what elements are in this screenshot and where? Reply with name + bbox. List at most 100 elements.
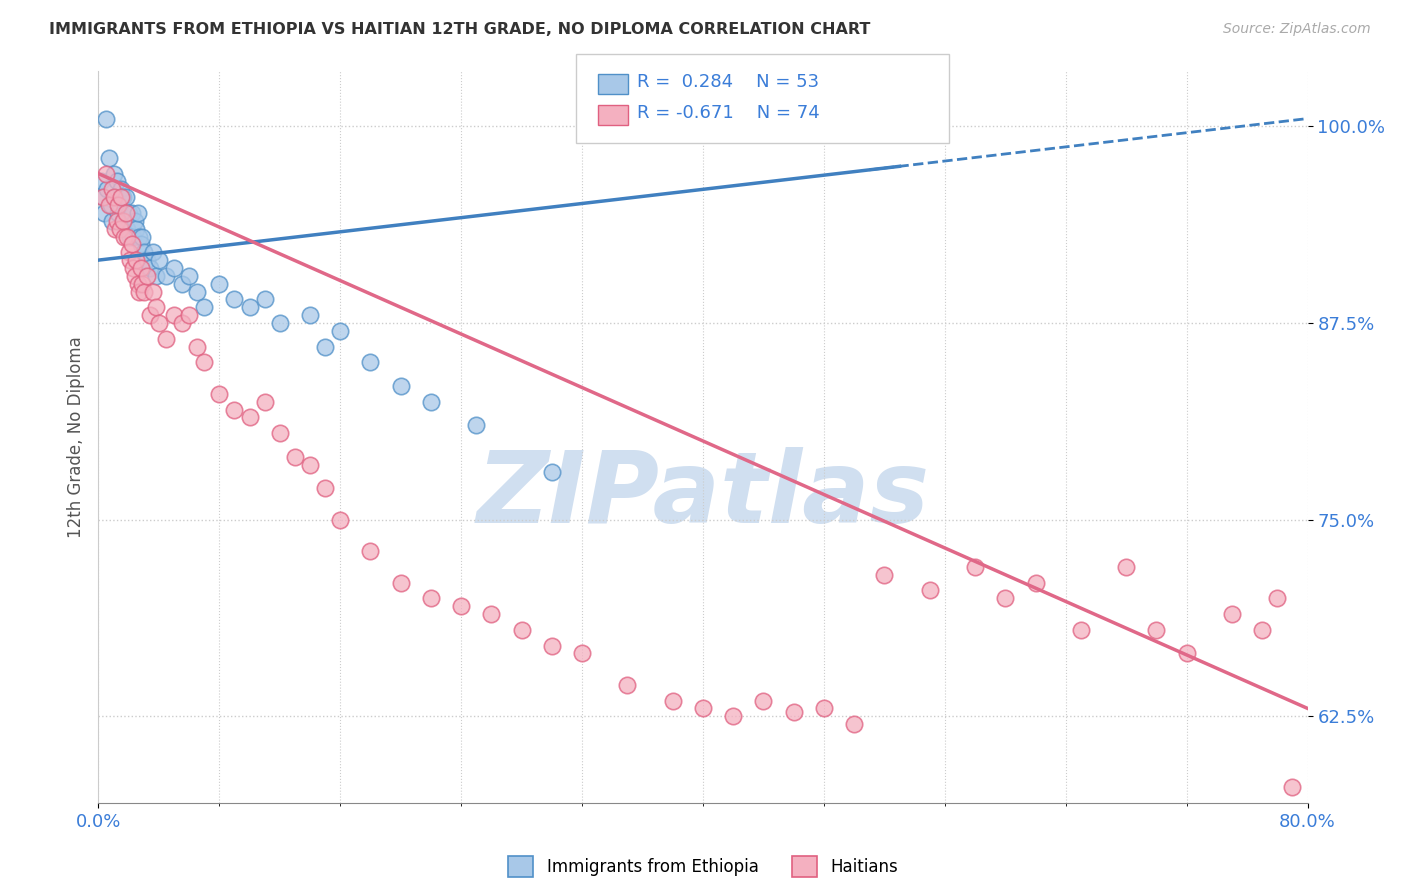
Point: [108, 198, 131, 212]
Point: [1267, 591, 1289, 606]
Point: [1251, 623, 1274, 637]
Point: [115, 229, 138, 244]
Point: [481, 607, 503, 621]
Point: [148, 316, 170, 330]
Point: [1146, 623, 1168, 637]
Point: [420, 591, 443, 606]
Point: [1070, 623, 1092, 637]
Text: R = -0.671    N = 74: R = -0.671 N = 74: [637, 104, 820, 122]
Point: [723, 709, 745, 723]
Point: [918, 583, 941, 598]
Point: [128, 285, 150, 299]
Point: [112, 229, 135, 244]
Point: [389, 379, 412, 393]
Point: [571, 646, 593, 660]
Point: [90, 174, 112, 188]
Legend: Immigrants from Ethiopia, Haitians: Immigrants from Ethiopia, Haitians: [502, 849, 904, 883]
Point: [465, 418, 488, 433]
Point: [125, 221, 148, 235]
Point: [121, 237, 143, 252]
Point: [115, 221, 138, 235]
Point: [101, 182, 124, 196]
Point: [111, 190, 134, 204]
Point: [179, 268, 201, 283]
Point: [98, 198, 121, 212]
Point: [1220, 607, 1243, 621]
Point: [114, 190, 136, 204]
Point: [101, 214, 124, 228]
Point: [314, 340, 336, 354]
Point: [110, 182, 132, 196]
Point: [155, 268, 177, 283]
Point: [112, 214, 135, 228]
Point: [118, 245, 141, 260]
Point: [186, 340, 208, 354]
Point: [145, 301, 167, 315]
Point: [131, 229, 153, 244]
Point: [329, 324, 352, 338]
Point: [616, 678, 638, 692]
Point: [105, 214, 128, 228]
Point: [163, 308, 186, 322]
Point: [135, 253, 157, 268]
Point: [420, 394, 443, 409]
Point: [186, 285, 208, 299]
Point: [208, 387, 231, 401]
Point: [104, 190, 127, 204]
Point: [540, 639, 562, 653]
Point: [253, 394, 276, 409]
Point: [120, 253, 142, 268]
Point: [253, 293, 276, 307]
Point: [111, 214, 134, 228]
Point: [148, 253, 170, 268]
Point: [692, 701, 714, 715]
Point: [783, 705, 806, 719]
Point: [118, 206, 141, 220]
Point: [91, 190, 114, 204]
Point: [96, 182, 118, 196]
Point: [139, 260, 162, 275]
Point: [107, 198, 129, 212]
Point: [299, 458, 322, 472]
Point: [540, 466, 562, 480]
Point: [170, 316, 193, 330]
Point: [103, 190, 125, 204]
Point: [105, 174, 128, 188]
Point: [142, 245, 165, 260]
Point: [131, 277, 153, 291]
Point: [239, 301, 262, 315]
Point: [360, 544, 382, 558]
Point: [170, 277, 193, 291]
Text: Source: ZipAtlas.com: Source: ZipAtlas.com: [1223, 22, 1371, 37]
Point: [269, 316, 291, 330]
Point: [994, 591, 1017, 606]
Point: [208, 277, 231, 291]
Point: [104, 221, 127, 235]
Point: [128, 229, 150, 244]
Text: IMMIGRANTS FROM ETHIOPIA VS HAITIAN 12TH GRADE, NO DIPLOMA CORRELATION CHART: IMMIGRANTS FROM ETHIOPIA VS HAITIAN 12TH…: [49, 22, 870, 37]
Point: [193, 301, 215, 315]
Point: [110, 190, 132, 204]
Point: [329, 513, 352, 527]
Point: [107, 206, 129, 220]
Point: [139, 308, 162, 322]
Point: [389, 575, 412, 590]
Point: [1175, 646, 1198, 660]
Point: [299, 308, 322, 322]
Point: [100, 198, 122, 212]
Point: [132, 285, 155, 299]
Point: [284, 450, 307, 464]
Point: [94, 167, 117, 181]
Point: [163, 260, 186, 275]
Point: [155, 332, 177, 346]
Point: [127, 206, 149, 220]
Point: [103, 167, 125, 181]
Point: [813, 701, 835, 715]
Point: [1115, 559, 1137, 574]
Point: [122, 260, 145, 275]
Point: [1024, 575, 1046, 590]
Point: [94, 112, 117, 126]
Point: [125, 253, 148, 268]
Point: [120, 229, 142, 244]
Point: [127, 277, 149, 291]
